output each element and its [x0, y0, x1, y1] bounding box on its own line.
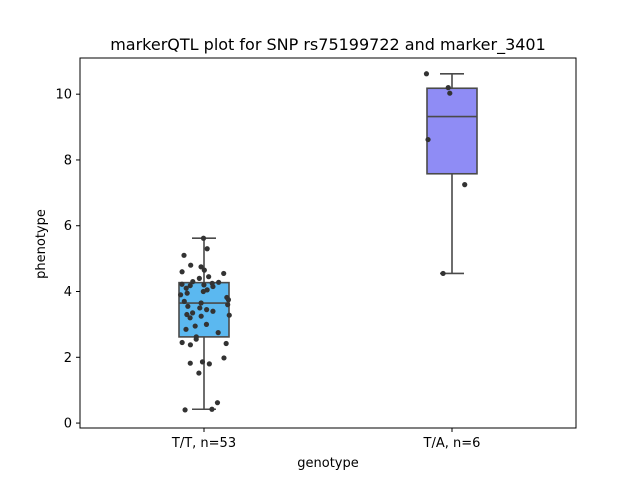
- iqr-box: [426, 87, 478, 175]
- data-point: [179, 339, 185, 346]
- data-point: [181, 252, 187, 258]
- data-point: [193, 336, 199, 342]
- data-point: [183, 285, 189, 291]
- x-axis: T/T, n=53 T/A, n=6: [171, 428, 481, 451]
- data-point: [183, 326, 189, 332]
- y-axis-label: phenotype: [34, 209, 49, 279]
- data-point: [184, 311, 190, 318]
- data-point: [203, 321, 210, 327]
- data-point: [190, 279, 196, 285]
- y-tick-label: 6: [64, 219, 72, 234]
- y-axis: 0 2 4 6 8 10: [55, 88, 80, 432]
- data-point: [198, 300, 204, 306]
- data-point: [425, 136, 431, 143]
- box-2: [423, 71, 478, 277]
- data-point: [210, 283, 216, 290]
- data-point: [201, 282, 207, 288]
- data-point: [196, 370, 202, 376]
- data-point: [178, 292, 184, 298]
- data-point: [206, 361, 212, 367]
- data-point: [462, 182, 468, 188]
- data-point: [188, 262, 194, 268]
- data-point: [190, 310, 196, 316]
- data-point: [206, 274, 212, 280]
- data-point: [210, 308, 216, 314]
- data-point: [200, 288, 206, 295]
- data-point: [223, 340, 229, 347]
- data-point: [187, 282, 193, 289]
- data-point: [209, 406, 215, 412]
- x-tick-label: T/A, n=6: [423, 436, 481, 451]
- data-point: [445, 85, 451, 91]
- data-point: [200, 235, 207, 241]
- data-point: [187, 360, 193, 366]
- data-point: [225, 302, 231, 308]
- data-point: [201, 267, 207, 273]
- data-point: [179, 269, 185, 275]
- y-tick-label: 0: [64, 417, 72, 432]
- plot-area: [79, 57, 577, 429]
- y-tick-label: 10: [55, 88, 72, 103]
- data-point: [196, 275, 202, 281]
- data-point: [214, 400, 221, 406]
- data-point: [423, 71, 430, 77]
- y-tick-label: 2: [64, 351, 72, 366]
- data-point: [215, 330, 221, 336]
- data-point: [184, 290, 190, 296]
- data-point: [187, 342, 194, 348]
- data-point: [199, 359, 206, 365]
- data-point: [226, 312, 232, 318]
- chart-title: markerQTL plot for SNP rs75199722 and ma…: [110, 35, 546, 55]
- data-point: [185, 303, 191, 309]
- data-point: [204, 246, 210, 252]
- y-tick-label: 8: [64, 153, 72, 168]
- y-tick-label: 4: [64, 285, 72, 300]
- data-point: [221, 270, 227, 277]
- box-group: [178, 71, 478, 413]
- x-axis-label: genotype: [297, 456, 358, 471]
- data-point: [181, 298, 187, 304]
- box-1: [178, 235, 232, 413]
- data-point: [187, 315, 193, 321]
- x-tick-label: T/T, n=53: [171, 436, 236, 451]
- data-point: [198, 313, 204, 319]
- data-point: [216, 279, 222, 285]
- data-point: [440, 270, 446, 277]
- data-point: [182, 407, 188, 413]
- data-point: [197, 305, 203, 311]
- data-point: [225, 297, 232, 303]
- data-point: [179, 281, 185, 287]
- data-point: [198, 264, 204, 270]
- data-point: [447, 90, 453, 96]
- data-point: [192, 323, 198, 329]
- data-point: [221, 355, 227, 361]
- data-point: [204, 307, 210, 313]
